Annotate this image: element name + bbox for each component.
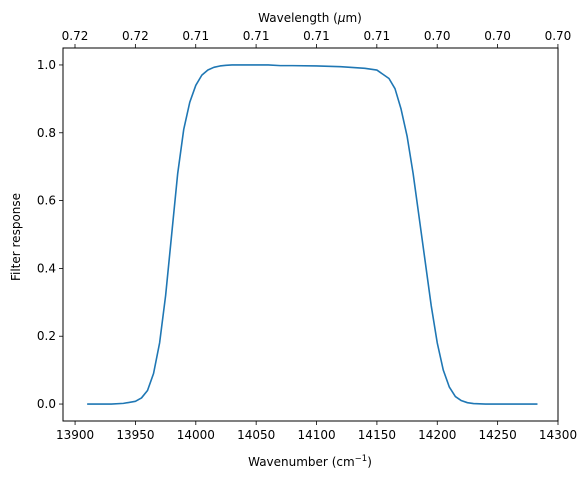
x-tick-label: 13900 [56,428,94,442]
plot-frame [62,47,559,422]
plot-area [87,64,538,405]
x-axis-title: Wavenumber (cm−1) [248,454,372,469]
top-x-axis-title-unit: m) [345,11,361,25]
y-tick-label: 0.6 [37,194,56,208]
x-tick-label: 14050 [237,428,275,442]
top-x-tick-label: 0.71 [303,29,330,43]
top-x-axis-title-mu: μ [337,11,346,25]
top-x-tick-label: 0.71 [182,29,209,43]
x-axis-title-text: Wavenumber [248,455,328,469]
x-tick-label: 14000 [177,428,215,442]
top-x-tick-label: 0.70 [545,29,572,43]
top-x-tick-label: 0.71 [243,29,270,43]
y-tick-label: 0.0 [37,397,56,411]
top-x-tick-label: 0.70 [424,29,451,43]
x-tick-label: 14100 [297,428,335,442]
x-tick-label: 14300 [539,428,577,442]
y-axis-title: Filter response [9,193,23,281]
x-axis-title-unit: (cm [332,455,355,469]
y-tick-label: 0.4 [37,261,56,275]
y-tick-label: 1.0 [37,58,56,72]
x-tick-label: 14200 [418,428,456,442]
x-tick-label: 14250 [479,428,517,442]
left-y-axis: 0.0 0.2 0.4 0.6 0.8 1.0 [37,58,63,411]
x-tick-label: 13950 [116,428,154,442]
series-line-0 [87,64,538,405]
top-x-tick-label: 0.71 [363,29,390,43]
top-x-axis: 0.72 0.72 0.71 0.71 0.71 0.71 0.70 0.70 0.70 [62,29,572,48]
bottom-x-axis: 13900 13950 14000 14050 14100 14150 14200 14250… [56,421,577,442]
x-axis-title-close: ) [367,455,372,469]
top-x-axis-title: Wavelength (μm) [258,11,362,25]
y-tick-label: 0.8 [37,126,56,140]
y-tick-label: 0.2 [37,329,56,343]
x-axis-title-exponent: −1 [355,454,368,464]
top-x-tick-label: 0.72 [62,29,89,43]
top-x-tick-label: 0.72 [122,29,149,43]
top-x-axis-title-text: Wavelength ( [258,11,338,25]
x-tick-label: 14150 [358,428,396,442]
top-x-tick-label: 0.70 [484,29,511,43]
